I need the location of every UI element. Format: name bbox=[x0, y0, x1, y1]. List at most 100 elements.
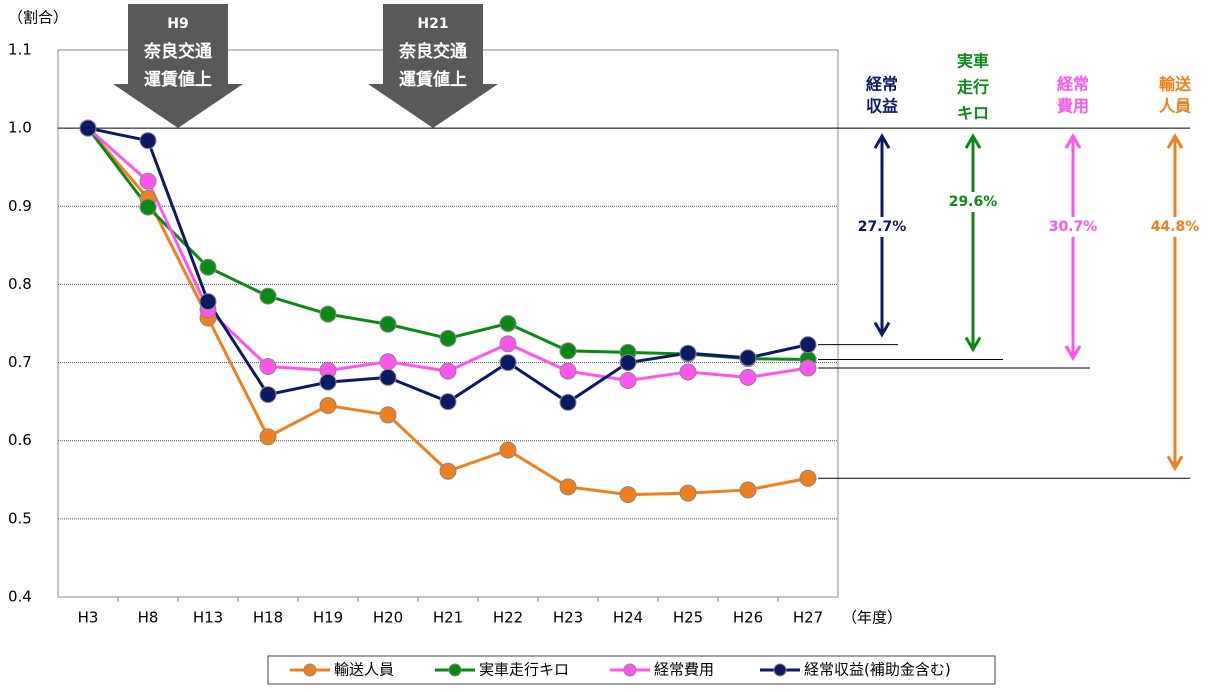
legend-label: 輸送人員 bbox=[334, 661, 394, 679]
x-tick-label: H8 bbox=[138, 609, 159, 627]
change-value: 29.6% bbox=[949, 194, 998, 210]
x-tick-label: H3 bbox=[78, 609, 99, 627]
data-point bbox=[319, 373, 337, 391]
data-point bbox=[679, 363, 697, 381]
x-tick-label: H24 bbox=[613, 609, 643, 627]
label-bg bbox=[854, 217, 910, 237]
legend-marker bbox=[773, 663, 787, 677]
data-point bbox=[439, 393, 457, 411]
x-tick-label: H20 bbox=[373, 609, 403, 627]
legend-item: 実車走行キロ bbox=[435, 661, 569, 679]
arrow-head bbox=[1064, 133, 1082, 149]
data-point bbox=[259, 386, 277, 404]
data-point bbox=[199, 258, 217, 276]
y-tick-label: 1.1 bbox=[8, 41, 32, 59]
change-label: 経常 bbox=[866, 75, 898, 94]
data-point bbox=[139, 172, 157, 190]
data-point bbox=[499, 441, 517, 459]
legend-marker bbox=[623, 663, 637, 677]
event-text: 奈良交通 bbox=[398, 41, 467, 62]
data-point bbox=[739, 481, 757, 499]
x-tick-label: H26 bbox=[733, 609, 763, 627]
change-value: 30.7% bbox=[1049, 219, 1098, 235]
data-point bbox=[379, 406, 397, 424]
data-point bbox=[499, 315, 517, 332]
series-line bbox=[86, 127, 809, 497]
arrow-head bbox=[1166, 133, 1184, 149]
event-text: 運賃値上 bbox=[144, 69, 212, 90]
data-point bbox=[739, 368, 757, 386]
data-point bbox=[799, 359, 817, 377]
data-point bbox=[499, 354, 517, 372]
change-value: 27.7% bbox=[858, 219, 907, 235]
event-title: H21 bbox=[417, 16, 448, 32]
arrow-head bbox=[1064, 345, 1082, 362]
data-point bbox=[199, 293, 217, 311]
data-point bbox=[559, 342, 577, 360]
label-bg bbox=[1147, 217, 1203, 237]
legend-label: 経常収益(補助金含む) bbox=[804, 661, 951, 679]
data-point bbox=[139, 198, 157, 216]
series-line bbox=[87, 126, 809, 405]
series-line bbox=[86, 127, 809, 361]
x-tick-label: H18 bbox=[253, 609, 283, 627]
arrow-shape bbox=[368, 4, 498, 128]
label-bg bbox=[945, 192, 1001, 212]
x-tick-label: H23 bbox=[553, 609, 583, 627]
data-point bbox=[439, 362, 457, 380]
data-point bbox=[559, 478, 577, 496]
data-point bbox=[439, 462, 457, 480]
event-title: H9 bbox=[167, 16, 188, 32]
arrow-head bbox=[873, 321, 891, 338]
data-point bbox=[559, 393, 577, 411]
change-label: 人員 bbox=[1159, 97, 1191, 116]
legend-marker bbox=[448, 663, 462, 677]
data-point bbox=[679, 484, 697, 502]
arrow-head bbox=[964, 336, 982, 353]
data-point bbox=[739, 349, 757, 367]
y-tick-label: 0.4 bbox=[8, 588, 32, 606]
y-tick-label: 0.5 bbox=[8, 509, 32, 527]
legend-label: 経常費用 bbox=[654, 661, 714, 679]
x-tick-label: H13 bbox=[193, 609, 223, 627]
data-point bbox=[619, 486, 637, 504]
data-point bbox=[319, 397, 337, 415]
change-label: 経常 bbox=[1057, 75, 1089, 94]
plot-frame bbox=[57, 49, 839, 598]
data-point bbox=[799, 336, 817, 354]
y-tick-label: 0.7 bbox=[8, 353, 32, 371]
change-label: 費用 bbox=[1057, 97, 1089, 116]
event-text: 奈良交通 bbox=[143, 41, 212, 62]
data-point bbox=[259, 428, 277, 446]
arrow-head bbox=[964, 133, 982, 149]
data-point bbox=[379, 353, 397, 371]
x-axis-label: （年度） bbox=[842, 609, 902, 627]
data-point bbox=[139, 132, 157, 150]
data-point bbox=[379, 315, 397, 333]
data-point bbox=[439, 329, 457, 347]
arrow-shape bbox=[113, 4, 243, 128]
label-bg bbox=[1045, 217, 1101, 237]
data-point bbox=[679, 344, 697, 362]
data-point bbox=[379, 368, 397, 386]
x-tick-label: H21 bbox=[433, 609, 463, 627]
y-tick-label: 0.8 bbox=[8, 275, 32, 293]
data-point bbox=[619, 354, 637, 372]
y-tick-label: 0.6 bbox=[8, 431, 32, 449]
data-point bbox=[259, 357, 277, 375]
change-value: 44.8% bbox=[1151, 219, 1200, 235]
x-tick-label: H27 bbox=[793, 609, 823, 627]
legend-item: 輸送人員 bbox=[290, 661, 394, 679]
data-point bbox=[79, 119, 97, 137]
arrow-head bbox=[873, 133, 891, 149]
data-point bbox=[499, 335, 517, 353]
data-point bbox=[259, 287, 277, 305]
data-point bbox=[559, 362, 577, 380]
x-tick-label: H22 bbox=[493, 609, 523, 627]
change-label: 収益 bbox=[866, 97, 898, 116]
data-point bbox=[799, 469, 817, 487]
legend-label: 実車走行キロ bbox=[479, 661, 569, 679]
legend-item: 経常収益(補助金含む) bbox=[760, 661, 951, 679]
